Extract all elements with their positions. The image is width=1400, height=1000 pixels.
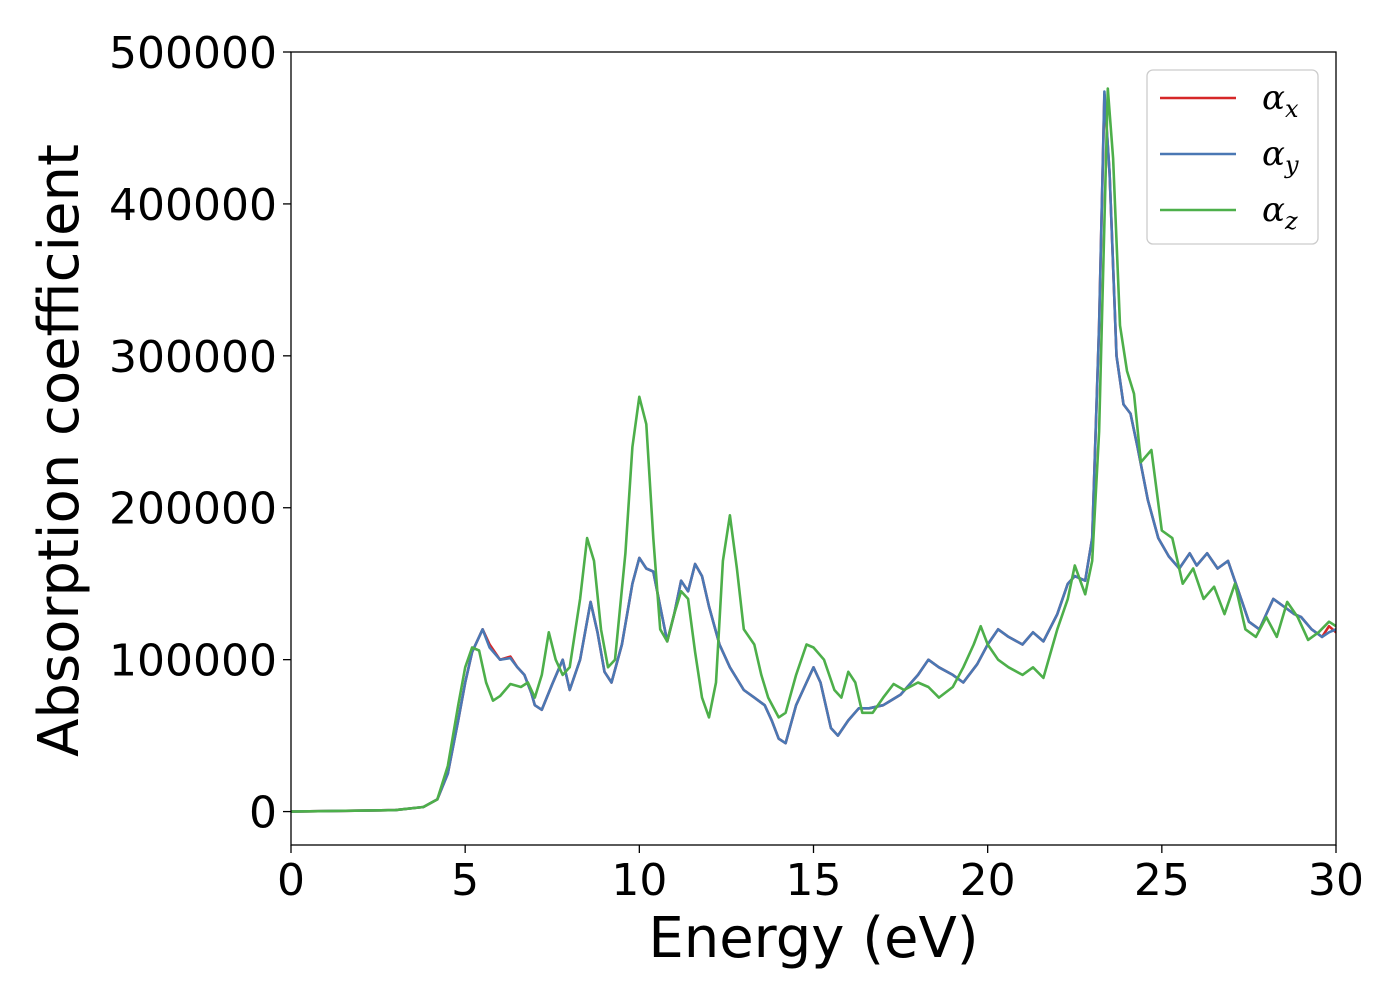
y-tick-label: 100000 [109,636,277,687]
x-tick-label: 10 [611,855,667,906]
x-tick-label: 25 [1134,855,1190,906]
series-layer [291,87,1336,813]
x-axis-ticks: 0 5 10 15 20 25 30 [277,845,1364,906]
series-line-alpha-y [291,90,1336,813]
y-tick-label: 0 [249,788,277,839]
legend: αx αy αz [1146,69,1319,245]
legend-label-alpha-x: αx [1262,78,1299,123]
y-tick-label: 400000 [109,180,277,231]
legend-box [1146,69,1319,245]
x-tick-label: 15 [786,855,842,906]
legend-label-alpha-y: αy [1262,134,1299,179]
x-tick-label: 5 [451,855,479,906]
legend-label-alpha-z: αz [1262,190,1298,235]
series-line-alpha-z [291,87,1336,813]
y-axis-title: Absorption coefficient [27,144,92,757]
y-tick-label: 200000 [109,484,277,535]
x-tick-label: 30 [1308,855,1364,906]
y-tick-label: 300000 [109,332,277,383]
x-axis-title: Energy (eV) [648,906,978,971]
x-tick-label: 0 [277,855,305,906]
y-axis-ticks: 0 100000 200000 300000 400000 500000 [109,28,291,839]
x-tick-label: 20 [960,855,1016,906]
y-tick-label: 500000 [109,28,277,79]
